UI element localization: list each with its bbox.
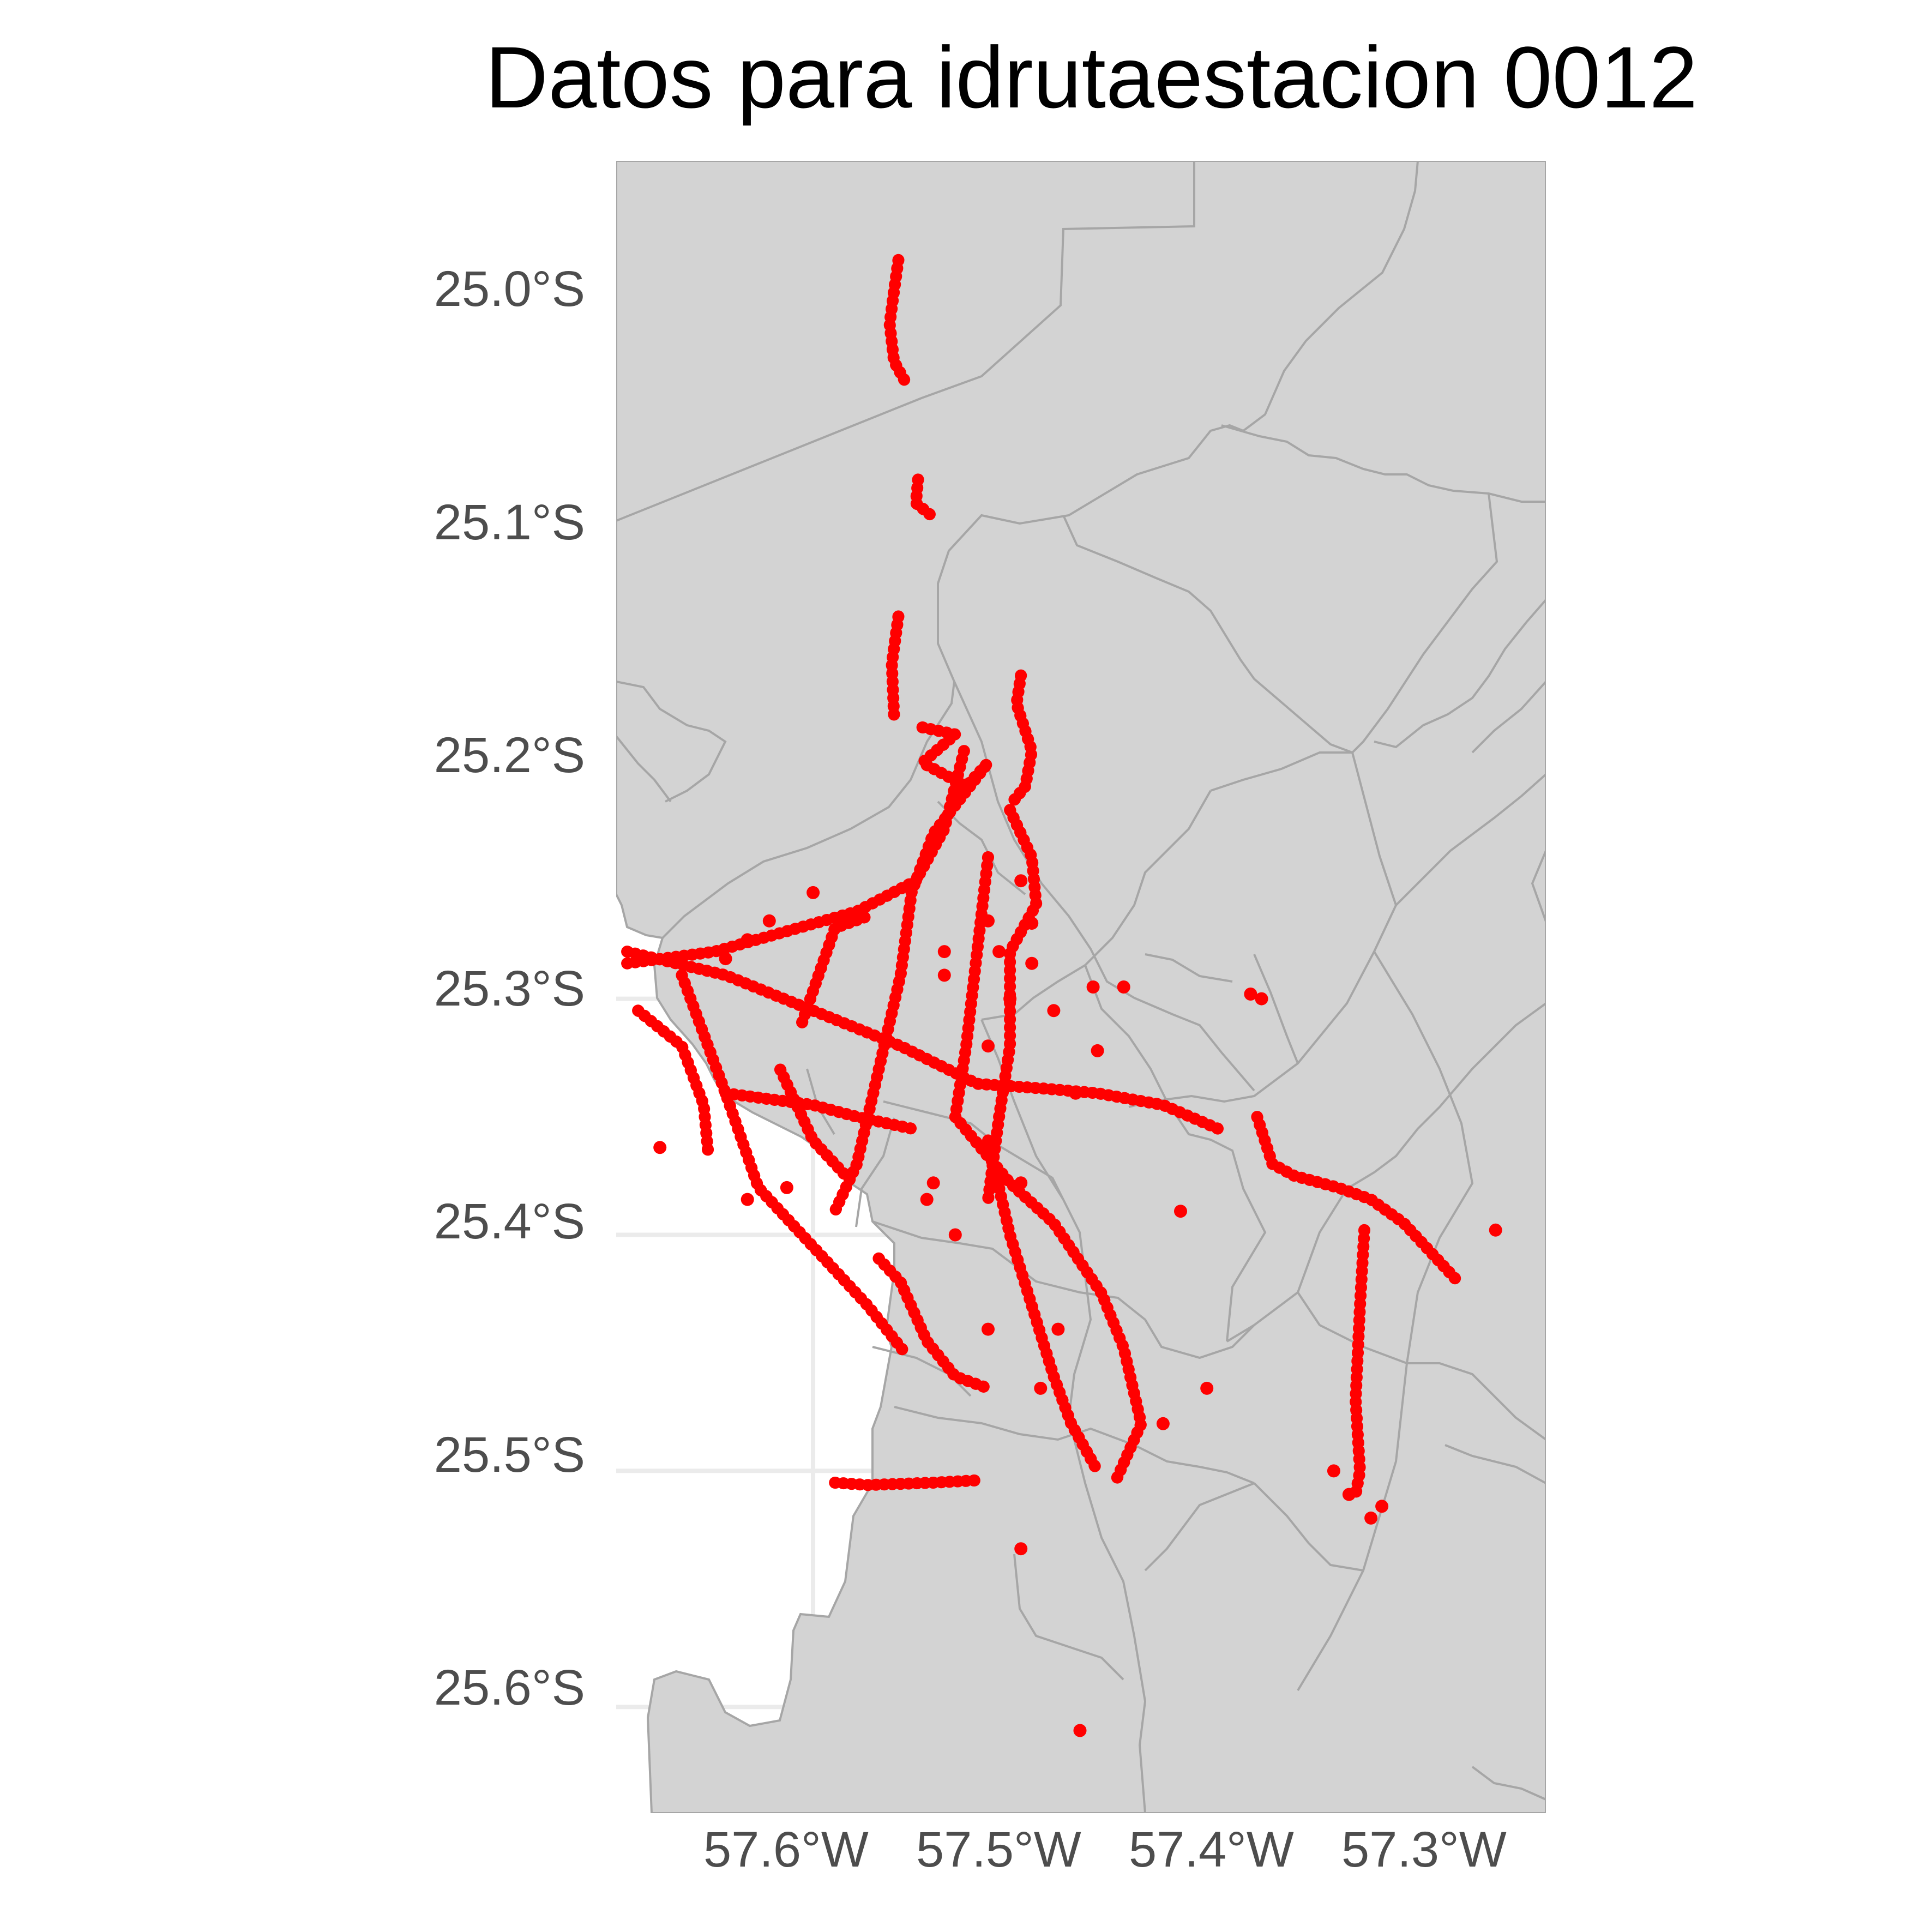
gps-point-19 — [1364, 1511, 1378, 1525]
x-tick-label-57-4: 57.4°W — [1129, 1822, 1294, 1877]
gps-point-9 — [1034, 1381, 1048, 1395]
gps-track-6 — [982, 804, 1043, 1206]
gps-track-7 — [949, 851, 1147, 1489]
gps-point-27 — [780, 1181, 793, 1194]
gps-point-8 — [1051, 1322, 1065, 1336]
gps-point-25 — [741, 933, 754, 947]
y-tick-label-25-5: 25.5°S — [434, 1427, 585, 1483]
gps-point-34 — [992, 945, 1006, 959]
gps-point-11 — [926, 1176, 940, 1190]
gps-point-30 — [982, 914, 995, 928]
gps-point-12 — [948, 1228, 962, 1242]
y-tick-label-25-4: 25.4°S — [434, 1194, 585, 1249]
gps-track-1 — [910, 473, 940, 523]
gps-point-36 — [1091, 1044, 1104, 1057]
admin-borders — [616, 161, 1546, 1813]
y-tick-label-25-0: 25.0°S — [434, 261, 585, 317]
y-tick-label-25-1: 25.1°S — [434, 495, 585, 550]
gps-track-12 — [632, 1004, 714, 1158]
x-tick-label-57-6: 57.6°W — [703, 1822, 869, 1877]
gps-point-5 — [1069, 1086, 1082, 1100]
gps-track-8 — [621, 946, 1224, 1135]
gps-point-35 — [1025, 956, 1039, 970]
gps-track-17 — [872, 1252, 994, 1394]
gps-points — [653, 874, 1502, 1737]
gps-track-16 — [1350, 1224, 1370, 1501]
gps-track-3 — [1004, 669, 1038, 811]
gps-point-21 — [1342, 1488, 1356, 1501]
gps-point-14 — [1014, 1542, 1028, 1556]
gps-tracks — [621, 254, 1465, 1501]
x-tick-label-57-5: 57.5°W — [916, 1822, 1081, 1877]
gps-point-10 — [920, 1193, 934, 1206]
gps-point-7 — [1014, 1176, 1028, 1190]
gps-point-39 — [937, 968, 951, 982]
gps-point-13 — [982, 1322, 995, 1336]
gps-point-15 — [1073, 1724, 1087, 1737]
gps-track-18 — [829, 1474, 983, 1491]
gps-track-13 — [796, 910, 874, 1028]
gps-point-0 — [1086, 980, 1100, 994]
chart-title: Datos para idrutaestacion 0012 — [485, 28, 1698, 126]
gps-track-15 — [1251, 1111, 1465, 1289]
gps-point-38 — [937, 945, 951, 959]
gps-point-37 — [982, 1039, 995, 1053]
land-area — [616, 161, 1546, 1813]
gps-point-29 — [653, 1141, 667, 1154]
y-tick-label-25-6: 25.6°S — [434, 1660, 585, 1716]
y-tick-label-25-3: 25.3°S — [434, 961, 585, 1016]
gps-track-2 — [886, 610, 905, 722]
gps-track-11 — [719, 1087, 918, 1135]
gps-track-14 — [774, 1063, 852, 1182]
gps-point-1 — [1117, 980, 1130, 994]
gps-point-22 — [1327, 1464, 1340, 1478]
x-tick-label-57-3: 57.3°W — [1341, 1822, 1507, 1877]
gps-point-23 — [806, 886, 820, 899]
gps-point-2 — [1244, 988, 1257, 1001]
gps-point-20 — [1375, 1500, 1389, 1513]
gps-point-33 — [1025, 917, 1039, 930]
y-tick-label-25-2: 25.2°S — [434, 727, 585, 783]
gps-point-31 — [1003, 992, 1017, 1006]
gps-point-6 — [1174, 1205, 1187, 1218]
gps-point-28 — [741, 1193, 754, 1206]
gps-point-16 — [1489, 1223, 1502, 1237]
gps-point-17 — [1156, 1417, 1170, 1430]
gps-point-4 — [1047, 1004, 1061, 1018]
gps-track-10 — [982, 1134, 1104, 1477]
gps-track-5 — [829, 721, 994, 1218]
gps-point-26 — [719, 952, 732, 966]
gps-point-3 — [1255, 992, 1268, 1006]
gps-track-0 — [883, 254, 913, 392]
gps-point-18 — [1200, 1381, 1214, 1395]
gps-point-32 — [1014, 874, 1028, 888]
gps-point-24 — [762, 914, 776, 928]
